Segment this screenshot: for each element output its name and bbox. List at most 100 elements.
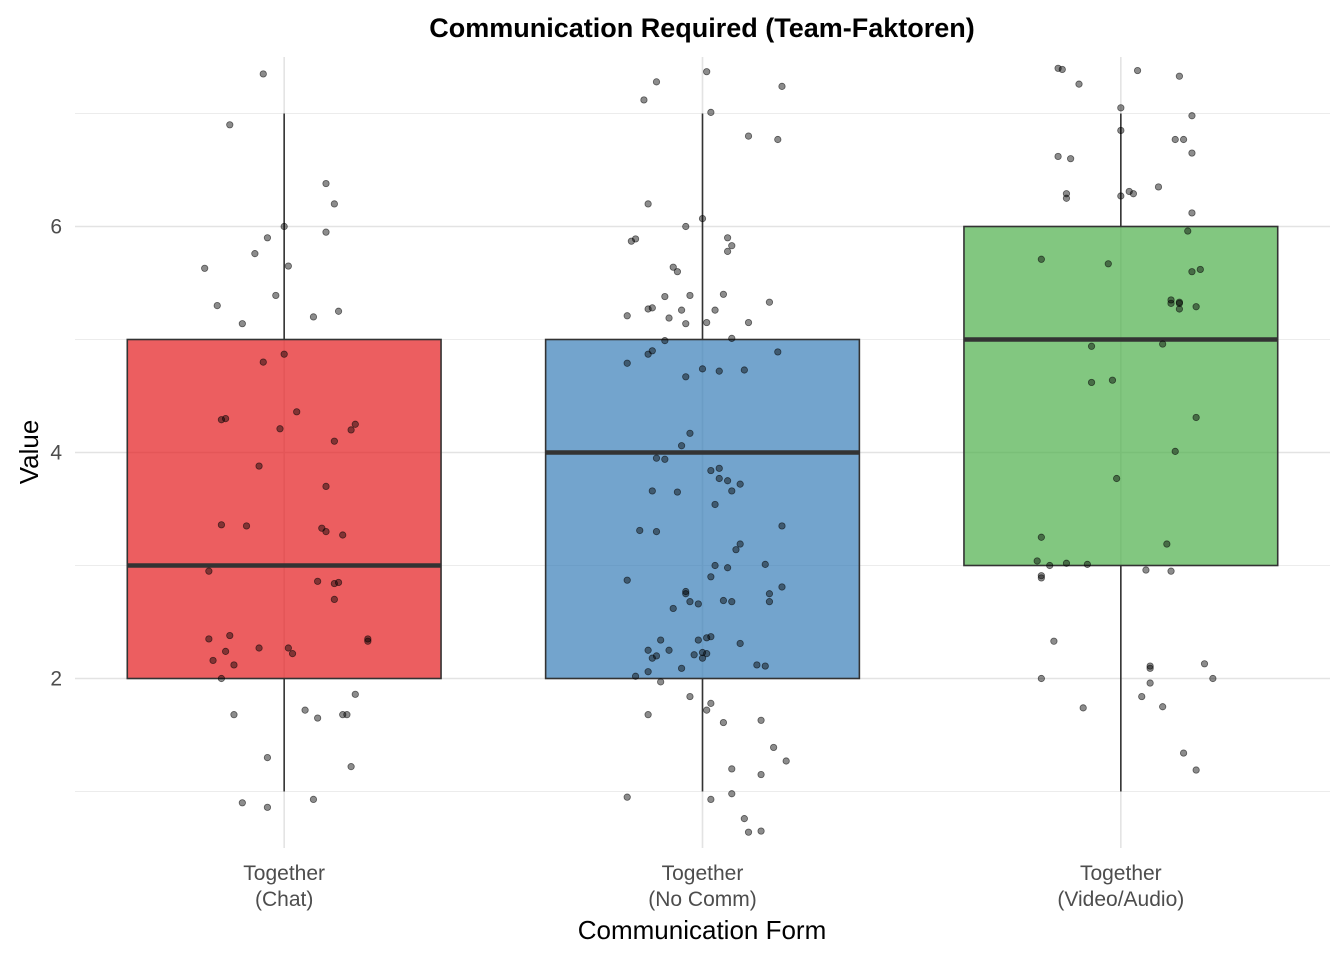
data-point xyxy=(723,477,732,485)
data-point xyxy=(334,307,343,315)
data-point xyxy=(339,531,347,539)
data-point xyxy=(255,462,263,470)
data-point xyxy=(707,573,715,581)
data-point xyxy=(774,135,782,144)
data-point xyxy=(1067,155,1075,163)
x-category-label-line: (No Comm) xyxy=(648,888,757,911)
data-point xyxy=(778,583,786,591)
data-point xyxy=(723,234,732,242)
data-point xyxy=(347,763,355,771)
data-point xyxy=(351,690,359,698)
data-point xyxy=(652,527,661,536)
data-point xyxy=(288,650,297,658)
data-point xyxy=(757,770,765,779)
data-point xyxy=(657,678,665,686)
data-point xyxy=(774,348,782,356)
data-point xyxy=(230,711,238,719)
data-point xyxy=(238,320,246,328)
box-iqr xyxy=(544,338,861,680)
data-point xyxy=(744,132,753,140)
data-point xyxy=(661,292,669,301)
data-point xyxy=(703,634,711,642)
data-point xyxy=(657,636,665,644)
data-point xyxy=(682,587,690,596)
data-point xyxy=(703,706,711,714)
data-point xyxy=(682,373,690,381)
data-point xyxy=(623,576,631,584)
data-point xyxy=(1113,474,1121,483)
data-point xyxy=(744,828,753,836)
data-point xyxy=(1037,255,1045,263)
data-point xyxy=(263,803,272,811)
data-point xyxy=(1083,560,1091,568)
data-point xyxy=(1188,112,1196,120)
x-category-label: Together (Chat) xyxy=(243,862,325,911)
data-point xyxy=(761,662,769,670)
data-point xyxy=(293,408,301,416)
data-point xyxy=(1062,194,1071,202)
data-point xyxy=(1188,149,1196,157)
data-point xyxy=(715,474,723,483)
data-point xyxy=(1129,190,1137,198)
data-point xyxy=(644,646,652,654)
data-point xyxy=(707,108,715,116)
data-point xyxy=(665,314,673,322)
data-point xyxy=(263,753,272,762)
data-point xyxy=(723,247,732,255)
data-point xyxy=(623,359,631,367)
data-point xyxy=(728,598,736,606)
data-point xyxy=(631,235,640,243)
data-point xyxy=(322,179,330,188)
y-tick-label: 4 xyxy=(50,442,62,465)
x-category-label-line: Together xyxy=(243,862,325,885)
data-point xyxy=(648,487,656,495)
box-group xyxy=(126,113,442,792)
data-point xyxy=(1171,447,1179,455)
data-point xyxy=(309,313,318,321)
data-point xyxy=(661,337,669,345)
data-point xyxy=(644,668,652,676)
data-point xyxy=(728,242,736,250)
box-iqr xyxy=(963,225,1279,567)
data-point xyxy=(330,437,338,445)
x-axis-title: Communication Form xyxy=(578,915,827,945)
data-point xyxy=(728,765,736,773)
data-point xyxy=(728,790,736,798)
data-point xyxy=(765,598,774,606)
data-point xyxy=(1192,766,1200,774)
data-point xyxy=(703,68,711,76)
data-point xyxy=(1188,209,1196,217)
data-point xyxy=(623,793,631,801)
data-point xyxy=(1209,674,1217,683)
data-point xyxy=(623,312,631,320)
data-point xyxy=(728,487,736,495)
data-point xyxy=(280,222,288,231)
data-point xyxy=(703,650,711,658)
data-point xyxy=(644,200,652,208)
data-point xyxy=(205,567,213,575)
data-point xyxy=(1079,704,1087,712)
data-point xyxy=(1200,660,1209,668)
data-point xyxy=(732,546,740,554)
data-point xyxy=(213,301,221,310)
data-point xyxy=(631,672,640,680)
data-point xyxy=(1108,376,1117,384)
data-point xyxy=(1163,540,1171,548)
data-point xyxy=(753,661,761,669)
data-point xyxy=(1117,192,1125,200)
data-point xyxy=(1062,559,1071,567)
box-group xyxy=(544,113,861,792)
data-point xyxy=(217,521,226,529)
data-point xyxy=(698,365,707,373)
data-point xyxy=(1058,65,1066,74)
data-point xyxy=(644,305,652,313)
data-point xyxy=(648,304,656,312)
data-point xyxy=(242,522,251,530)
data-point xyxy=(314,577,322,585)
data-point xyxy=(669,604,677,613)
data-point xyxy=(740,366,748,374)
data-point xyxy=(1138,692,1146,701)
data-point xyxy=(778,82,786,90)
data-point xyxy=(1167,567,1175,575)
data-point xyxy=(330,200,338,208)
